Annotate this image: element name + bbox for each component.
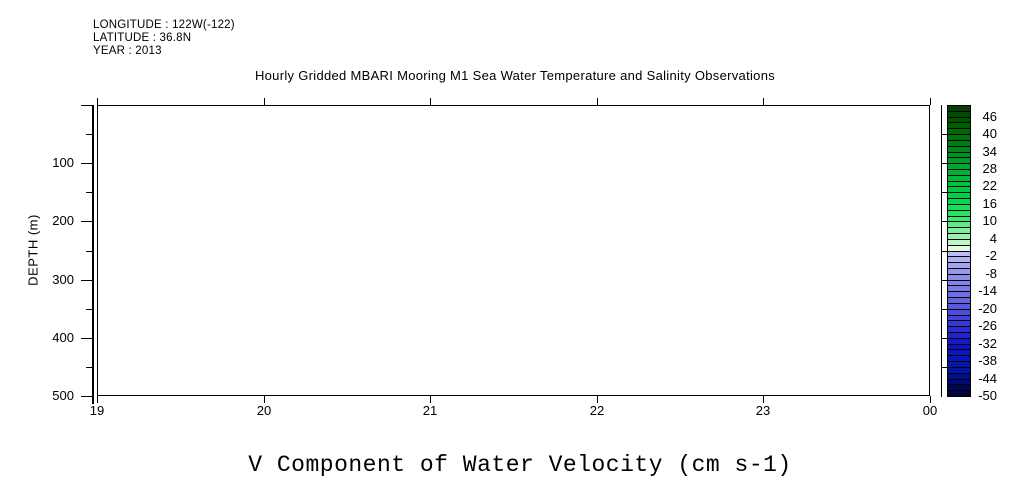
x-tick-label: 23 <box>755 403 771 418</box>
y-axis-title: DEPTH (m) <box>25 214 41 286</box>
y-tick-label: 300 <box>52 272 74 287</box>
x-tick-bottom <box>763 396 764 403</box>
colorbar-tick <box>941 251 947 252</box>
colorbar-cell <box>947 390 971 397</box>
x-tick-top <box>597 98 598 105</box>
variable-caption: V Component of Water Velocity (cm s-1) <box>248 452 792 478</box>
colorbar-tick <box>941 134 947 135</box>
x-tick-top <box>763 98 764 105</box>
colorbar-tick <box>941 338 947 339</box>
colorbar-tick <box>941 192 947 193</box>
y-tick-major <box>81 396 92 397</box>
x-tick-label: 19 <box>89 403 105 418</box>
colorbar-label: 16 <box>982 196 997 211</box>
y-tick-major <box>81 280 92 281</box>
colorbar-label: 40 <box>982 126 997 141</box>
x-tick-label: 22 <box>589 403 605 418</box>
colorbar-tick <box>941 367 947 368</box>
colorbar-label: 4 <box>989 231 997 246</box>
colorbar-label: 34 <box>982 144 997 159</box>
x-tick-top <box>97 98 98 105</box>
colorbar-label: -20 <box>978 301 997 316</box>
x-tick-bottom <box>264 396 265 403</box>
x-tick-bottom <box>430 396 431 403</box>
dataset-info: LONGITUDE : 122W(-122) LATITUDE : 36.8N … <box>93 19 235 58</box>
colorbar-label: -8 <box>985 266 997 281</box>
y-tick-label: 100 <box>52 155 74 170</box>
y-tick-label: 500 <box>52 388 74 403</box>
y-tick-minor <box>86 192 92 193</box>
x-tick-label: 00 <box>922 403 938 418</box>
y-tick-major <box>81 338 92 339</box>
x-tick-bottom <box>597 396 598 403</box>
y-tick-minor <box>86 309 92 310</box>
colorbar-tick <box>941 280 947 281</box>
colorbar-tick <box>941 221 947 222</box>
colorbar-label: -14 <box>978 283 997 298</box>
y-tick-minor <box>86 367 92 368</box>
colorbar-label: 46 <box>982 109 997 124</box>
x-tick-label: 21 <box>422 403 438 418</box>
colorbar-label: -2 <box>985 248 997 263</box>
colorbar-label: -44 <box>978 371 997 386</box>
y-tick-label: 400 <box>52 330 74 345</box>
colorbar-label: -26 <box>978 318 997 333</box>
x-tick-label: 20 <box>256 403 272 418</box>
colorbar-tick <box>941 163 947 164</box>
y-tick-label: 200 <box>52 213 74 228</box>
x-tick-bottom <box>930 396 931 403</box>
plot-area <box>97 105 930 396</box>
y-tick-major <box>81 221 92 222</box>
y-axis-line <box>92 105 94 404</box>
colorbar-label: 10 <box>982 213 997 228</box>
y-tick-major <box>81 105 92 106</box>
colorbar-label: -38 <box>978 353 997 368</box>
colorbar-tick <box>941 309 947 310</box>
y-tick-major <box>81 163 92 164</box>
colorbar-label: -50 <box>978 388 997 403</box>
colorbar-label: 22 <box>982 178 997 193</box>
colorbar-label: -32 <box>978 336 997 351</box>
y-tick-minor <box>86 251 92 252</box>
y-tick-minor <box>86 134 92 135</box>
x-tick-top <box>430 98 431 105</box>
x-tick-top <box>264 98 265 105</box>
plot-title: Hourly Gridded MBARI Mooring M1 Sea Wate… <box>254 68 776 83</box>
x-tick-bottom <box>97 396 98 403</box>
longitude-label: LONGITUDE : 122W(-122) <box>93 19 235 31</box>
latitude-label: LATITUDE : 36.8N <box>93 32 192 44</box>
colorbar-label: 28 <box>982 161 997 176</box>
x-tick-top <box>930 98 931 105</box>
year-label: YEAR : 2013 <box>93 45 162 57</box>
